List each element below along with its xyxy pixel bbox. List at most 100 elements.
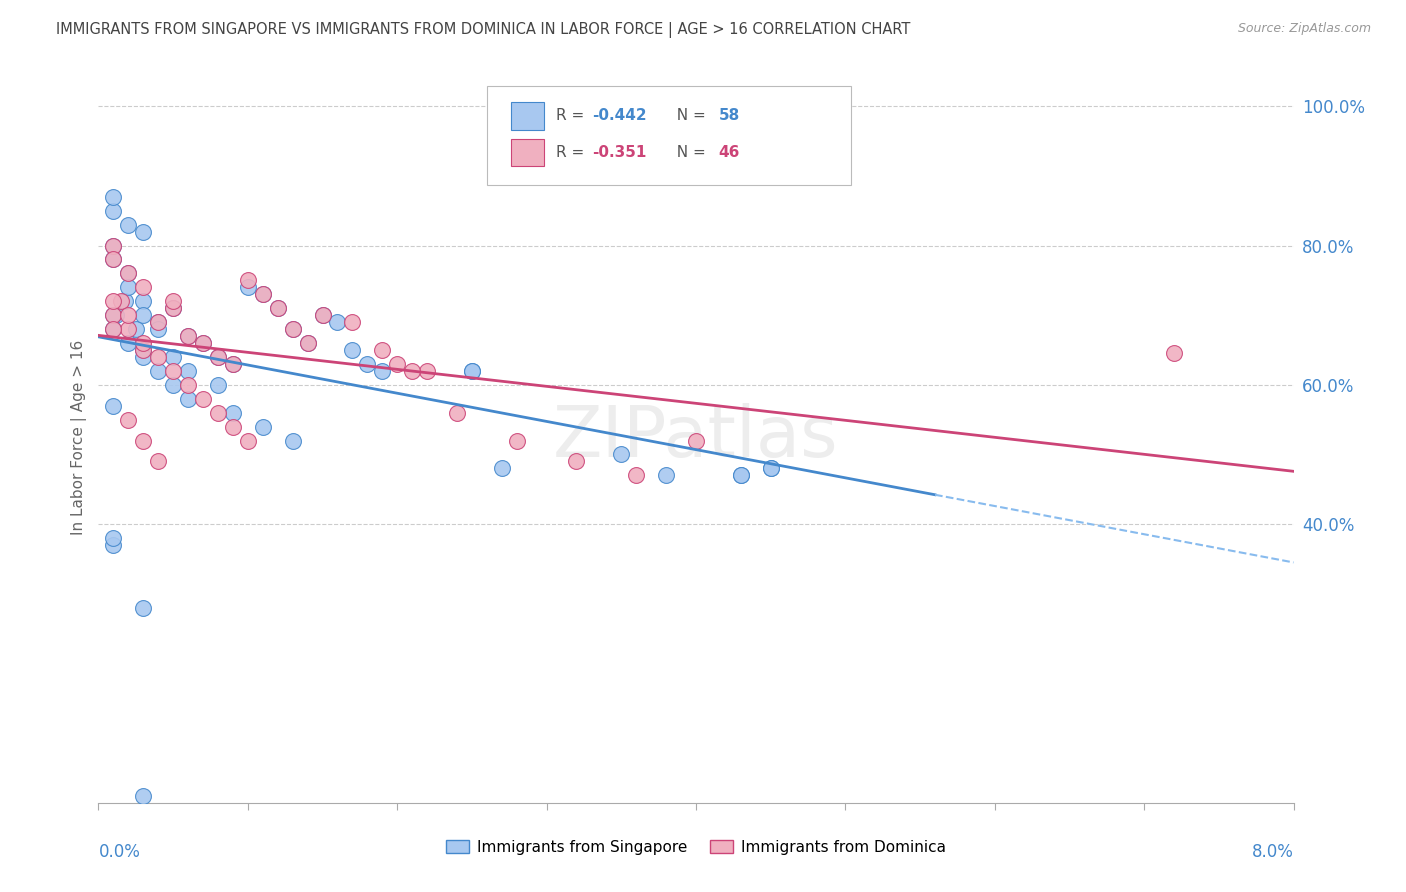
Point bbox=[117, 322, 139, 336]
Point bbox=[191, 392, 214, 406]
Text: 46: 46 bbox=[718, 145, 740, 160]
Point bbox=[103, 203, 125, 218]
Point bbox=[117, 266, 139, 280]
Point bbox=[281, 322, 304, 336]
Point bbox=[207, 350, 229, 364]
Point bbox=[148, 322, 170, 336]
Point bbox=[103, 252, 125, 267]
Text: R =: R = bbox=[557, 109, 589, 123]
Point bbox=[132, 434, 155, 448]
Text: -0.351: -0.351 bbox=[592, 145, 647, 160]
Point bbox=[1163, 346, 1185, 360]
Point bbox=[342, 315, 364, 329]
Text: 58: 58 bbox=[718, 109, 740, 123]
Point bbox=[207, 350, 229, 364]
Bar bbox=[510, 138, 544, 167]
Point bbox=[148, 350, 170, 364]
Point bbox=[148, 364, 170, 378]
Point bbox=[297, 336, 319, 351]
Text: 0.0%: 0.0% bbox=[98, 843, 141, 861]
Point bbox=[132, 280, 155, 294]
Point bbox=[655, 468, 678, 483]
Point bbox=[191, 336, 214, 351]
Point bbox=[132, 225, 155, 239]
Text: IMMIGRANTS FROM SINGAPORE VS IMMIGRANTS FROM DOMINICA IN LABOR FORCE | AGE > 16 : IMMIGRANTS FROM SINGAPORE VS IMMIGRANTS … bbox=[56, 22, 911, 38]
Text: -0.442: -0.442 bbox=[592, 109, 647, 123]
Point bbox=[117, 280, 139, 294]
Point bbox=[117, 336, 139, 351]
Point bbox=[110, 294, 132, 309]
Point bbox=[222, 419, 245, 434]
Point bbox=[162, 301, 184, 316]
Point bbox=[103, 190, 125, 204]
Point bbox=[117, 308, 139, 322]
Point bbox=[297, 336, 319, 351]
Point bbox=[191, 336, 214, 351]
Point bbox=[103, 538, 125, 552]
Point bbox=[371, 364, 394, 378]
Point bbox=[252, 287, 274, 301]
Point bbox=[103, 294, 125, 309]
Point bbox=[103, 308, 125, 322]
Point bbox=[759, 461, 782, 475]
Point bbox=[311, 308, 333, 322]
Point bbox=[148, 315, 170, 329]
Point bbox=[342, 343, 364, 357]
Point bbox=[132, 600, 155, 615]
Point bbox=[132, 789, 155, 803]
Text: Source: ZipAtlas.com: Source: ZipAtlas.com bbox=[1237, 22, 1371, 36]
Point bbox=[103, 252, 125, 267]
Point bbox=[416, 364, 439, 378]
Point bbox=[356, 357, 378, 371]
Point bbox=[132, 350, 155, 364]
Point bbox=[162, 350, 184, 364]
Point bbox=[103, 399, 125, 413]
Point bbox=[162, 301, 184, 316]
Point bbox=[385, 357, 409, 371]
Point bbox=[207, 406, 229, 420]
Point bbox=[252, 287, 274, 301]
Point bbox=[236, 280, 259, 294]
Text: ZIPatlas: ZIPatlas bbox=[553, 402, 839, 472]
Point bbox=[177, 377, 200, 392]
Point bbox=[267, 301, 290, 316]
Point bbox=[759, 461, 782, 475]
Point bbox=[267, 301, 290, 316]
Point bbox=[103, 238, 125, 252]
Point bbox=[281, 322, 304, 336]
Point bbox=[162, 364, 184, 378]
Point bbox=[132, 343, 155, 357]
Point bbox=[177, 364, 200, 378]
Text: R =: R = bbox=[557, 145, 589, 160]
Point bbox=[148, 315, 170, 329]
Point bbox=[281, 434, 304, 448]
Point bbox=[610, 448, 633, 462]
FancyBboxPatch shape bbox=[486, 86, 852, 185]
Point bbox=[132, 308, 155, 322]
Point bbox=[162, 377, 184, 392]
Point bbox=[626, 468, 648, 483]
Point bbox=[117, 412, 139, 426]
Point bbox=[132, 294, 155, 309]
Point bbox=[222, 406, 245, 420]
Point bbox=[103, 322, 125, 336]
Legend: Immigrants from Singapore, Immigrants from Dominica: Immigrants from Singapore, Immigrants fr… bbox=[440, 834, 952, 861]
Point bbox=[685, 434, 707, 448]
Text: N =: N = bbox=[668, 145, 711, 160]
Point bbox=[114, 294, 136, 309]
Point bbox=[461, 364, 484, 378]
Point bbox=[730, 468, 752, 483]
Point bbox=[148, 454, 170, 468]
Point bbox=[565, 454, 588, 468]
Point bbox=[491, 461, 513, 475]
Y-axis label: In Labor Force | Age > 16: In Labor Force | Age > 16 bbox=[72, 340, 87, 534]
Point bbox=[222, 357, 245, 371]
Point bbox=[132, 336, 155, 351]
Point bbox=[117, 218, 139, 232]
Point bbox=[162, 294, 184, 309]
Point bbox=[730, 468, 752, 483]
Point bbox=[103, 308, 125, 322]
Point bbox=[236, 434, 259, 448]
Point bbox=[103, 531, 125, 545]
Point bbox=[177, 329, 200, 343]
